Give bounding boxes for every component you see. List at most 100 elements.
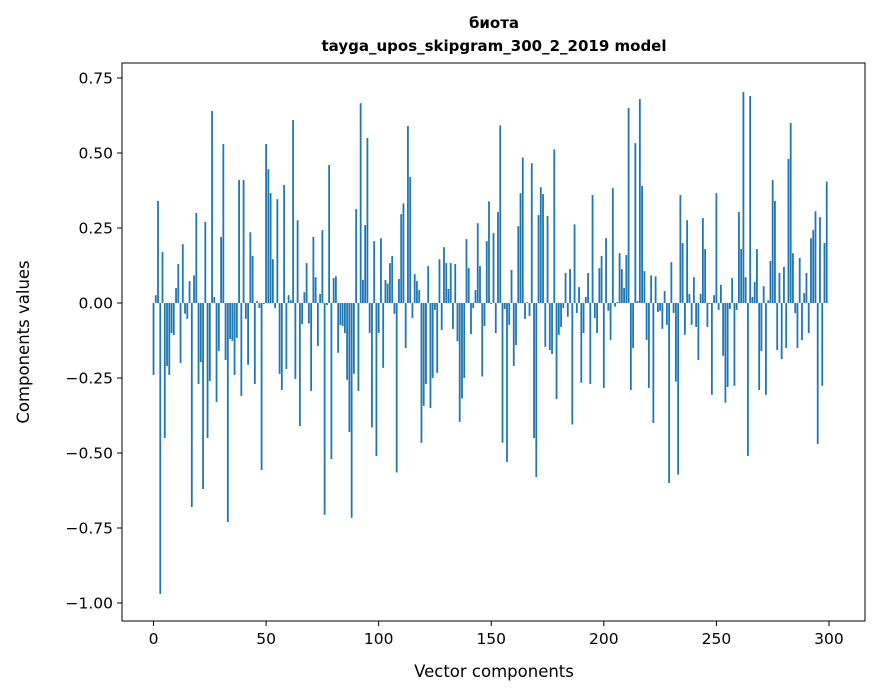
bar <box>375 303 378 456</box>
bar <box>695 303 698 327</box>
bar <box>742 92 745 303</box>
bar <box>377 303 380 333</box>
bar <box>564 273 567 303</box>
bar <box>578 287 580 303</box>
bar <box>623 288 625 303</box>
bar <box>409 177 412 303</box>
bar <box>184 303 186 314</box>
bar <box>596 303 598 333</box>
y-tick-label: −1.00 <box>66 595 114 613</box>
bar <box>226 303 229 522</box>
bar <box>801 303 803 341</box>
bar <box>357 303 360 391</box>
bar <box>163 303 166 438</box>
y-tick-label: 0.00 <box>78 295 113 313</box>
bar <box>807 303 810 333</box>
bar <box>276 199 279 303</box>
bar <box>789 123 792 303</box>
bar <box>215 303 218 402</box>
bar <box>692 277 695 303</box>
bar <box>587 273 589 303</box>
bars-group <box>152 92 828 594</box>
bar <box>674 303 677 382</box>
bar <box>235 303 238 338</box>
bar <box>249 232 252 303</box>
bar <box>283 185 286 303</box>
bar <box>512 303 515 366</box>
bar <box>260 303 263 471</box>
bar <box>665 303 668 325</box>
bar <box>508 303 511 325</box>
bar <box>497 212 499 303</box>
bar <box>244 303 247 319</box>
bar <box>211 111 213 303</box>
bar <box>663 291 666 303</box>
bar <box>625 255 628 303</box>
bar <box>636 301 639 303</box>
y-axis: 0.75 0.50 0.25 0.00 −0.25 −0.50 −0.75 −1.00 <box>66 70 122 613</box>
bar <box>447 288 450 303</box>
x-tick-label: 100 <box>364 630 394 648</box>
bar <box>627 108 630 303</box>
bar <box>753 282 756 303</box>
bar <box>479 266 481 303</box>
bar <box>438 259 441 303</box>
bar <box>470 303 472 335</box>
bar <box>533 303 535 438</box>
y-tick-label: −0.75 <box>66 520 114 538</box>
bar <box>605 238 607 303</box>
bar <box>542 194 544 303</box>
bar <box>814 211 817 303</box>
bar <box>434 303 436 310</box>
bar <box>154 295 157 303</box>
bar <box>530 163 533 303</box>
bar <box>341 303 344 327</box>
bar <box>307 303 310 324</box>
bar <box>616 302 619 303</box>
bar <box>769 261 772 303</box>
bar <box>454 264 457 303</box>
bar <box>751 297 754 303</box>
bar <box>659 303 662 311</box>
bar <box>159 303 162 594</box>
bar <box>316 303 319 346</box>
bar <box>620 269 623 303</box>
bar <box>179 303 182 363</box>
bar <box>456 303 459 342</box>
bar <box>346 303 349 380</box>
bar <box>172 303 175 336</box>
bar <box>247 303 249 365</box>
bar <box>199 303 202 363</box>
bar <box>463 303 466 378</box>
bar <box>359 103 362 303</box>
bar <box>537 215 540 303</box>
bar <box>778 273 781 303</box>
bar <box>560 303 562 327</box>
bar <box>602 303 605 388</box>
bar <box>780 303 783 360</box>
bar <box>724 303 727 403</box>
bar <box>458 303 461 422</box>
bar <box>720 285 722 303</box>
bar <box>224 303 227 360</box>
bar <box>771 180 774 303</box>
bar <box>535 303 538 477</box>
bar <box>816 303 819 444</box>
bar <box>386 283 389 303</box>
bar <box>431 303 434 378</box>
bar <box>539 187 542 303</box>
bar <box>483 303 486 327</box>
bar <box>668 303 671 483</box>
bar <box>242 180 245 303</box>
bar <box>672 303 675 313</box>
bar <box>731 278 734 303</box>
bar <box>600 255 603 303</box>
bar <box>427 266 430 303</box>
bar <box>683 303 686 335</box>
bar <box>776 303 779 351</box>
bar <box>289 300 292 303</box>
bar <box>575 303 578 313</box>
bar <box>398 279 400 303</box>
bar <box>647 303 650 388</box>
